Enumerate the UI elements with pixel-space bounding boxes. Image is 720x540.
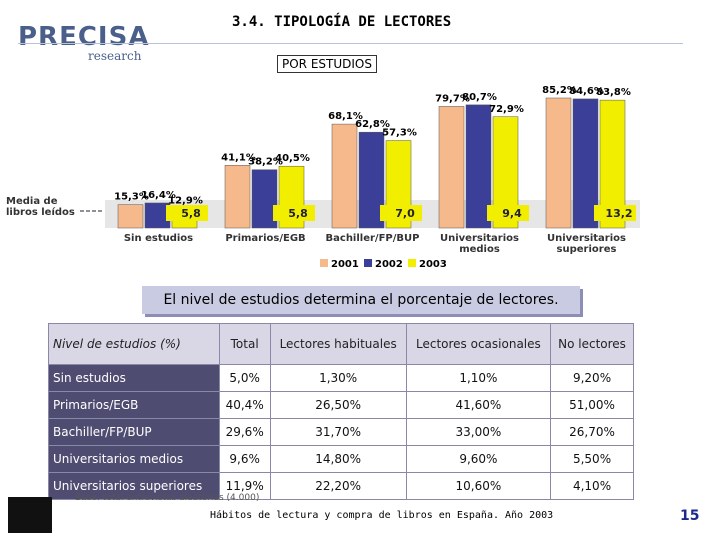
chart: 15,3%16,4%12,9%5,841,1%38,2%40,5%5,868,1… bbox=[80, 85, 640, 270]
table-cell: 41,60% bbox=[405, 391, 552, 419]
data-table: Nivel de estudios (%) Total Lectores habit… bbox=[48, 323, 634, 500]
table-cell: 33,00% bbox=[405, 418, 552, 446]
x-tick-label: Sin estudios bbox=[123, 233, 194, 244]
books-value: 5,8 bbox=[288, 207, 308, 220]
value-label: 16,4% bbox=[141, 190, 176, 201]
books-value: 7,0 bbox=[395, 207, 415, 220]
page-number: 15 bbox=[680, 508, 700, 524]
subtitle: POR ESTUDIOS bbox=[277, 55, 377, 73]
books-label: Media de libros leídos bbox=[6, 196, 75, 218]
legend-swatch bbox=[408, 259, 416, 267]
table-cell: No lectores bbox=[550, 323, 634, 365]
table-cell: Total bbox=[218, 323, 271, 365]
table-cell: 9,6% bbox=[218, 445, 271, 473]
table-cell: 26,70% bbox=[550, 418, 634, 446]
title: 3.4. TIPOLOGÍA DE LECTORES bbox=[232, 14, 452, 30]
table-cell: Bachiller/FP/BUP bbox=[48, 418, 220, 446]
value-label: 68,1% bbox=[328, 111, 363, 122]
table-cell: 51,00% bbox=[550, 391, 634, 419]
footer-source: Hábitos de lectura y compra de libros en… bbox=[210, 510, 554, 521]
legend-swatch bbox=[320, 259, 328, 267]
table-cell: 1,30% bbox=[269, 364, 407, 392]
legend-label: 2001 bbox=[331, 259, 359, 270]
table-cell: Sin estudios bbox=[48, 364, 220, 392]
table-cell: 26,50% bbox=[269, 391, 407, 419]
books-box bbox=[273, 205, 315, 221]
bar bbox=[438, 106, 465, 229]
value-label: 38,2% bbox=[248, 157, 283, 168]
table-row: Universitarios superiores 11,9% 22,20% 10,6… bbox=[48, 472, 634, 500]
bar bbox=[144, 202, 171, 229]
books-box bbox=[166, 205, 208, 221]
value-label: 57,3% bbox=[382, 128, 417, 139]
table-cell: 9,20% bbox=[550, 364, 634, 392]
books-value: 5,8 bbox=[181, 207, 201, 220]
table-cell: 29,6% bbox=[218, 418, 271, 446]
x-tick-label: Primarios/EGB bbox=[225, 233, 306, 244]
x-tick-label: Universitarios superiores bbox=[547, 233, 626, 255]
table-cell: Lectores ocasionales bbox=[405, 323, 552, 365]
books-box bbox=[487, 205, 529, 221]
table-row: Primarios/EGB 40,4% 26,50% 41,60% 51,00% bbox=[48, 391, 634, 419]
table-cell: 31,70% bbox=[269, 418, 407, 446]
table-row: Universitarios medios 9,6% 14,80% 9,60% 5,50… bbox=[48, 445, 634, 473]
table-cell: Lectores habituales bbox=[269, 323, 407, 365]
table-cell: 10,60% bbox=[405, 472, 552, 500]
table-cell: Universitarios superiores bbox=[48, 472, 220, 500]
books-value: 9,4 bbox=[502, 207, 522, 220]
bar bbox=[358, 131, 385, 229]
logo-sub: research bbox=[88, 49, 142, 63]
bar bbox=[572, 98, 599, 229]
legend-label: 2003 bbox=[419, 259, 447, 270]
value-label: 12,9% bbox=[168, 195, 203, 206]
legend-label: 2002 bbox=[375, 259, 403, 270]
bar bbox=[251, 169, 278, 229]
value-label: 80,7% bbox=[462, 92, 497, 103]
books-box bbox=[594, 205, 636, 221]
table-cell: 5,0% bbox=[218, 364, 271, 392]
table-cell: 14,80% bbox=[269, 445, 407, 473]
table-cell: 5,50% bbox=[550, 445, 634, 473]
value-label: 85,2% bbox=[542, 85, 577, 96]
footer-logo bbox=[8, 497, 52, 533]
header-rule bbox=[18, 43, 683, 44]
banner: El nivel de estudios determina el porcen… bbox=[142, 286, 580, 314]
value-label: 62,8% bbox=[355, 119, 390, 130]
bar bbox=[224, 165, 251, 229]
table-cell: 4,10% bbox=[550, 472, 634, 500]
table-cell: 22,20% bbox=[269, 472, 407, 500]
table-cell: 1,10% bbox=[405, 364, 552, 392]
bar bbox=[331, 123, 358, 229]
table-cell: Primarios/EGB bbox=[48, 391, 220, 419]
logo: PRECISA bbox=[18, 22, 150, 52]
table-cell: 9,60% bbox=[405, 445, 552, 473]
bar bbox=[545, 97, 572, 229]
bar bbox=[465, 104, 492, 229]
value-label: 84,6% bbox=[569, 86, 604, 97]
books-box bbox=[380, 205, 422, 221]
value-label: 79,7% bbox=[435, 93, 470, 104]
table-row: Bachiller/FP/BUP 29,6% 31,70% 33,00% 26,70% bbox=[48, 418, 634, 446]
x-tick-label: Universitarios medios bbox=[440, 233, 519, 255]
value-label: 72,9% bbox=[489, 104, 524, 115]
value-label: 83,8% bbox=[596, 87, 631, 98]
legend-swatch bbox=[364, 259, 372, 267]
value-label: 40,5% bbox=[275, 153, 310, 164]
table-cell: 11,9% bbox=[218, 472, 271, 500]
table-cell: 40,4% bbox=[218, 391, 271, 419]
value-label: 41,1% bbox=[221, 152, 256, 163]
footer-base: Base: total entrevistas aleatorias (4.00… bbox=[75, 493, 260, 503]
table-cell: Nivel de estudios (%) bbox=[48, 323, 220, 365]
table-row: Sin estudios 5,0% 1,30% 1,10% 9,20% bbox=[48, 364, 634, 392]
table-cell: Universitarios medios bbox=[48, 445, 220, 473]
bar bbox=[117, 204, 144, 229]
books-value: 13,2 bbox=[605, 207, 632, 220]
value-label: 15,3% bbox=[114, 192, 149, 203]
x-tick-label: Bachiller/FP/BUP bbox=[325, 233, 420, 244]
table-row: Nivel de estudios (%) Total Lectores habit… bbox=[48, 323, 634, 365]
